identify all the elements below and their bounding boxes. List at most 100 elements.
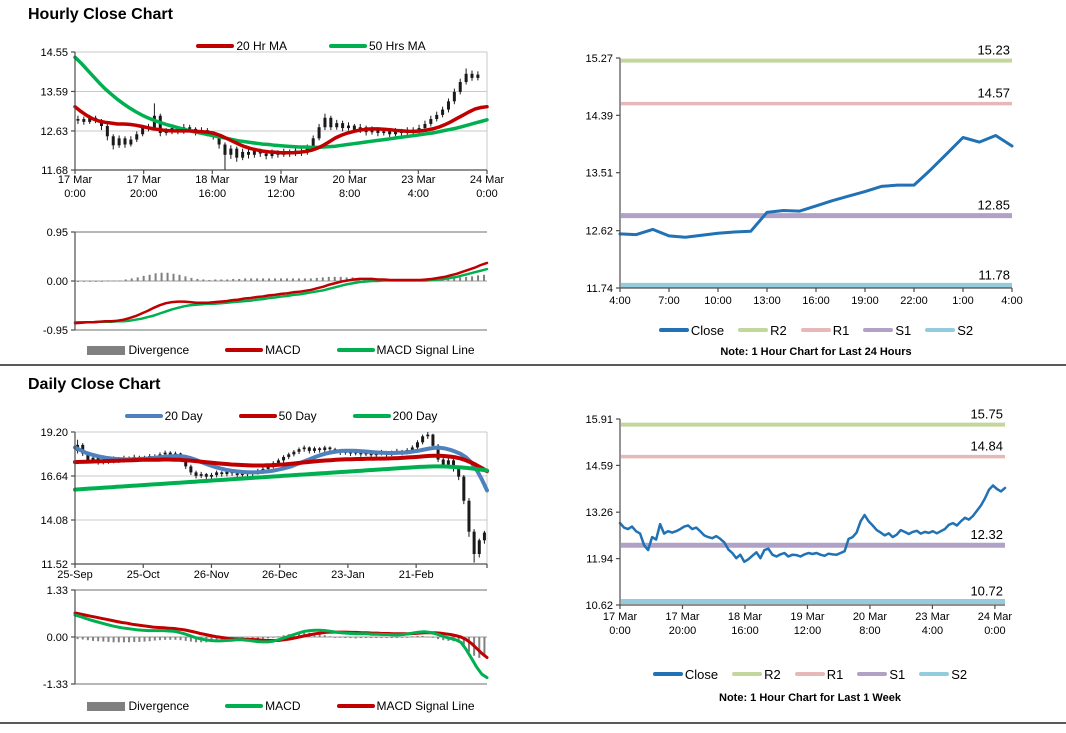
legend-item-20-day: 20 Day	[124, 409, 203, 423]
candle-body	[240, 473, 244, 475]
divergence-bar	[117, 637, 120, 643]
candle-body	[446, 101, 450, 110]
legend-item-divergence: Divergence	[87, 343, 189, 357]
hourly-intraday-chart: 15.23 14.57 12.85 11.78 15.27 14.39 13.51 12.62…	[585, 43, 1022, 307]
legend-item-s1: S1	[857, 667, 905, 682]
divergence-bar	[421, 635, 424, 637]
divergence-bar	[82, 281, 85, 282]
divergence-bar	[478, 637, 481, 658]
divergence-bar	[411, 636, 414, 638]
y-tick-label: 14.08	[40, 515, 68, 527]
divergence-bar	[315, 277, 318, 281]
series-line-macd-signal-line	[73, 611, 489, 659]
daily-section-title: Daily Close Chart	[28, 376, 161, 393]
legend-swatch-divergence	[87, 345, 126, 355]
divergence-bar	[401, 637, 404, 638]
divergence-bar	[172, 273, 175, 281]
candle-body	[476, 74, 480, 78]
candle-body	[223, 144, 227, 155]
candle-body	[394, 130, 398, 135]
divergence-bar	[86, 637, 89, 641]
candle-body	[470, 73, 474, 78]
divergence-bar	[92, 637, 95, 641]
legend-item-macd: MACD	[225, 699, 301, 713]
divergence-bar	[416, 635, 419, 637]
divergence-bar	[148, 637, 151, 642]
divergence-bar	[385, 637, 388, 639]
divergence-bar	[143, 637, 146, 642]
legend-label: MACD Signal Line	[376, 343, 475, 357]
series-line-close	[618, 134, 1014, 239]
hourly-note: Note: 1 Hour Chart for Last 24 Hours	[720, 346, 912, 358]
divergence-bar	[124, 279, 127, 281]
divergence-bar	[298, 632, 301, 637]
candle-body	[415, 442, 419, 448]
divergence-bar	[303, 278, 306, 281]
bottom-divider	[0, 722, 1066, 724]
divergence-bar	[280, 278, 282, 281]
candle-body	[217, 136, 221, 145]
legend-label: MACD Signal Line	[376, 699, 475, 713]
hourly-intraday-legend: Close R2 R1 S1 S2	[620, 322, 1012, 338]
series-line-macd	[73, 261, 489, 325]
divergence-bar	[323, 635, 326, 637]
divergence-bar	[184, 276, 187, 281]
x-tick-label: 21-Feb	[399, 569, 434, 581]
divergence-bar	[483, 637, 486, 658]
candle-body	[188, 127, 192, 129]
divergence-bar	[138, 637, 141, 642]
divergence-bar	[88, 281, 91, 282]
divergence-bar	[395, 637, 398, 639]
divergence-bar	[153, 637, 156, 641]
divergence-bar	[426, 636, 429, 638]
divergence-bar	[166, 272, 169, 281]
divergence-bar	[291, 278, 294, 281]
candle-body	[477, 540, 481, 555]
candle-body	[117, 138, 121, 146]
level-label-r2: 15.75	[970, 407, 1003, 422]
candle-body	[264, 153, 268, 157]
x-tick-label: 17 Mar	[58, 174, 93, 186]
divergence-bar	[256, 278, 259, 281]
x-tick-label: 4:00	[922, 625, 943, 637]
divergence-bar	[274, 278, 277, 281]
x-tick-label: 18 Mar	[195, 174, 230, 186]
candle-body	[297, 449, 301, 452]
x-tick-label: 18 Mar	[728, 611, 763, 623]
candle-body	[235, 148, 239, 158]
divergence-bar	[130, 278, 133, 281]
legend-label: Close	[690, 322, 725, 338]
candle-body	[312, 448, 316, 451]
x-tick-label: 23 Mar	[401, 174, 436, 186]
legend-item-50-day: 50 Day	[238, 409, 317, 423]
divergence-bar	[112, 637, 115, 643]
candle-body	[376, 129, 380, 133]
y-tick-label: 13.51	[585, 168, 613, 180]
legend-swatch-20-day	[124, 414, 163, 418]
candle-body	[382, 131, 386, 133]
divergence-bar	[220, 279, 223, 281]
legend-item-200-day: 200 Day	[352, 409, 437, 423]
candle-body	[436, 445, 440, 460]
x-tick-label: 24 Mar	[470, 174, 505, 186]
legend-swatch-r2	[738, 328, 769, 332]
divergence-bar	[122, 637, 125, 643]
legend-label: S1	[895, 322, 912, 338]
divergence-bar	[339, 637, 342, 638]
daily-macd-legend: Divergence MACD MACD Signal Line	[75, 698, 487, 714]
divergence-bar	[459, 277, 462, 281]
y-tick-label: 12.62	[585, 226, 613, 238]
x-tick-label: 23-Jan	[331, 569, 365, 581]
legend-swatch-close	[652, 672, 683, 676]
divergence-bar	[375, 637, 378, 639]
series-close	[618, 484, 1007, 564]
series-20-hr-ma	[73, 104, 489, 155]
x-tick-label: 16:00	[199, 188, 227, 200]
hourly-section-title: Hourly Close Chart	[28, 6, 173, 23]
y-tick-label: 14.55	[40, 47, 68, 59]
x-tick-label: 19 Mar	[264, 174, 299, 186]
series-line-200-day	[73, 464, 489, 492]
candle-body	[423, 123, 427, 129]
series-close	[76, 68, 480, 170]
